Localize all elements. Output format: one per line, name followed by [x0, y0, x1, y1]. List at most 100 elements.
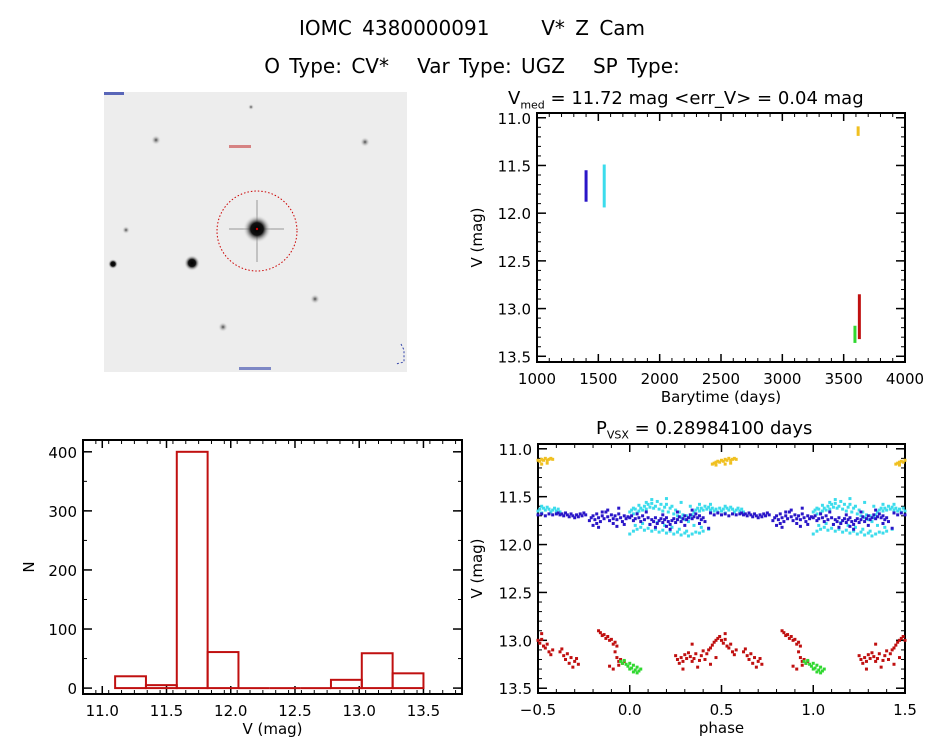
phaseplot-point: [789, 515, 793, 519]
phaseplot-point: [613, 640, 617, 644]
phaseplot-point: [697, 531, 701, 535]
lightcurve-title-rest: = 11.72 mag <err_V> = 0.04 mag: [544, 88, 864, 109]
phaseplot-point: [540, 512, 544, 516]
phaseplot-point: [664, 502, 668, 506]
phaseplot-point: [901, 506, 905, 510]
phaseplot-point: [628, 661, 632, 665]
phaseplot-point: [833, 529, 837, 533]
phaseplot-point: [569, 512, 573, 516]
phaseplot-point: [800, 512, 804, 516]
lightcurve-xtick-label: 2500: [702, 370, 740, 388]
phaseplot-point: [536, 513, 540, 517]
phaseplot-point: [815, 506, 819, 510]
phaseplot-point: [716, 459, 720, 463]
phaseplot-point: [872, 516, 876, 520]
phaseplot-point: [890, 526, 894, 530]
phaseplot-point: [661, 528, 665, 532]
phaseplot-point: [696, 506, 700, 510]
phaseplot-point: [859, 657, 863, 661]
phaseplot-point: [716, 636, 720, 640]
phaseplot-point: [813, 508, 817, 512]
phaseplot-point: [806, 514, 810, 518]
phaseplot-point: [591, 514, 595, 518]
phaseplot-point: [708, 508, 712, 512]
phaseplot-point: [886, 504, 890, 508]
phaseplot-point: [894, 643, 898, 647]
phaseplot-point: [885, 508, 889, 512]
phaseplot-point: [732, 456, 736, 460]
phaseplot-point: [826, 518, 830, 522]
phaseplot-point: [883, 518, 887, 522]
phaseplot-point: [802, 516, 806, 520]
phaseplot-point: [765, 511, 769, 515]
phaseplot-point: [751, 515, 755, 519]
phaseplot-point: [758, 657, 762, 661]
phaseplot-point: [692, 523, 696, 527]
lightcurve-ylabel: V (mag): [468, 207, 486, 267]
phaseplot-point: [795, 517, 799, 521]
phaseplot-point: [890, 505, 894, 509]
phaseplot-point: [628, 667, 632, 671]
phaseplot-point: [545, 458, 549, 462]
phaseplot-point: [815, 529, 819, 533]
phaseplot-point: [670, 519, 674, 523]
phaseplot-point: [697, 509, 701, 513]
phaseplot-point: [868, 529, 872, 533]
spectral-type: SP Type:: [592, 54, 680, 78]
phaseplot-point: [892, 511, 896, 515]
phaseplot-point: [703, 657, 707, 661]
phaseplot-point: [864, 667, 868, 671]
phaseplot-point: [784, 514, 788, 518]
phaseplot-point: [897, 460, 901, 464]
phaseplot-point: [582, 511, 586, 515]
lightcurve-title-sub: med: [520, 98, 545, 112]
phaseplot-point: [608, 664, 612, 668]
histogram-bar: [329, 678, 363, 690]
phaseplot-point: [833, 501, 837, 505]
phaseplot-point: [554, 512, 558, 516]
phaseplot-point: [657, 519, 661, 523]
phaseplot-point: [538, 459, 542, 463]
phaseplot-point: [820, 516, 824, 520]
phaseplot-point: [646, 516, 650, 520]
phaseplot-series-blue: [536, 506, 907, 531]
field-star: [360, 137, 370, 147]
page-title: IOMC 4380000091 V* Z Cam: [0, 16, 944, 40]
phaseplot-point: [802, 657, 806, 661]
target-label-mark: [229, 145, 251, 148]
phaseplot-point: [604, 510, 608, 514]
phaseplot-point: [617, 659, 621, 663]
phaseplot-point: [742, 650, 746, 654]
phaseplot-point: [659, 517, 663, 521]
phaseplot-point: [868, 514, 872, 518]
phaseplot-point: [631, 506, 635, 510]
phaseplot-point: [817, 523, 821, 527]
phaseplot-point: [674, 654, 678, 658]
histogram-xtick-label: 11.5: [150, 702, 183, 720]
phaseplot-point: [844, 521, 848, 525]
phaseplot-point: [543, 514, 547, 518]
phaseplot-point: [646, 526, 650, 530]
phaseplot-point: [672, 512, 676, 516]
phaseplot-point: [861, 510, 865, 514]
phaseplot-point: [855, 512, 859, 516]
phaseplot-point: [861, 527, 865, 531]
phaseplot-point: [857, 654, 861, 658]
phaseplot-point: [707, 505, 711, 509]
phaseplot-ytick-label: 13.5: [499, 680, 532, 698]
lightcurve-ytick-label: 13.5: [498, 348, 531, 366]
phaseplot-point: [731, 650, 735, 654]
phaseplot-point: [542, 506, 546, 510]
phaseplot-point: [780, 629, 784, 633]
phaseplot-point: [833, 518, 837, 522]
phaseplot-point: [749, 513, 753, 517]
lightcurve-ytick-label: 12.5: [498, 253, 531, 271]
phaseplot-point: [543, 508, 547, 512]
phaseplot-point: [622, 514, 626, 518]
phaseplot-point: [683, 653, 687, 657]
phaseplot-point: [710, 643, 714, 647]
field-star: [218, 322, 228, 332]
object-type: O Type: CV*: [264, 54, 389, 78]
phaseplot-point: [874, 513, 878, 517]
histogram-xtick-label: 11.0: [86, 702, 119, 720]
